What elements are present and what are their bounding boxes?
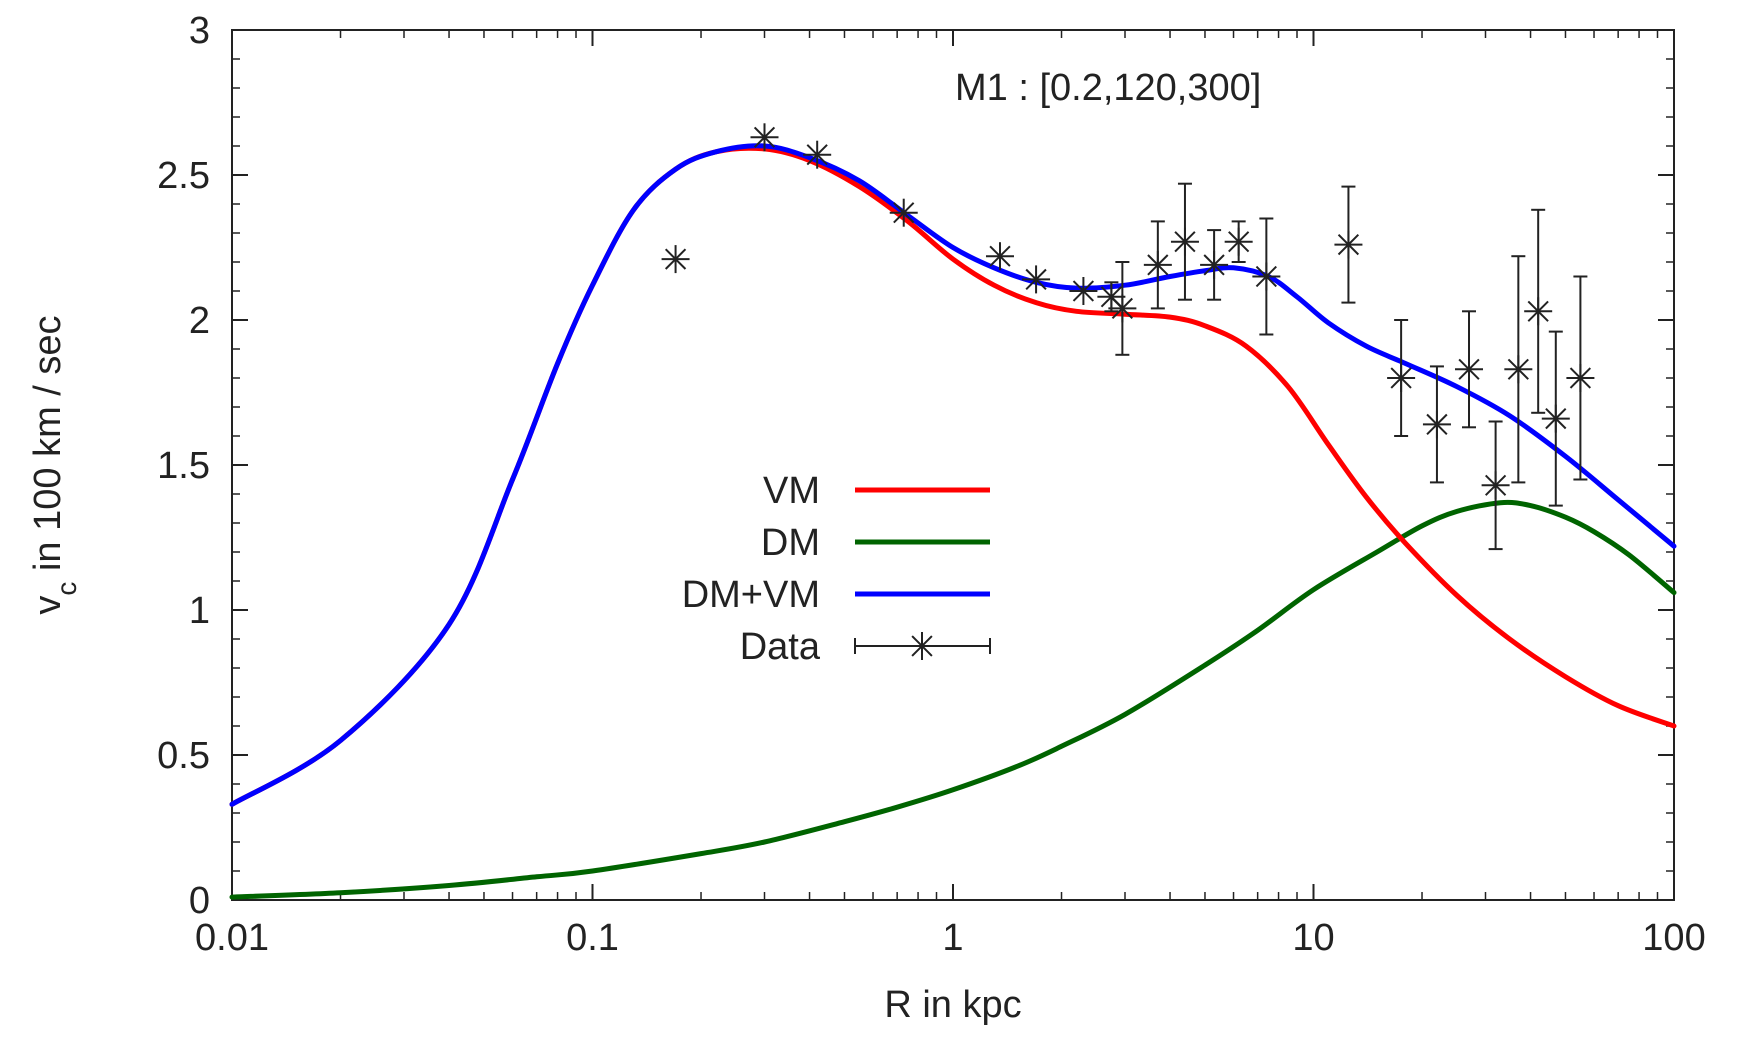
data-point [1481, 420, 1510, 551]
plot-frame [231, 29, 1675, 901]
y-axis-label: vc in 100 km / sec [27, 315, 82, 614]
y-axis-label-sub: c [51, 582, 82, 596]
legend: VM DM DM+VM Data [682, 470, 991, 668]
data-point [1143, 220, 1172, 310]
data-marker-stroke [1025, 268, 1047, 291]
y-axis-label-rest: in 100 km / sec [27, 315, 69, 581]
data-point [1108, 261, 1137, 356]
data-point [1200, 229, 1229, 301]
data-marker-stroke [1228, 231, 1250, 253]
data-marker-stroke [1147, 254, 1169, 276]
legend-entry-vm: VM [763, 470, 990, 512]
model-annotation: M1 : [0.2,120,300] [955, 67, 1261, 109]
x-tick-label: 100 [1642, 917, 1705, 959]
data-marker-stroke [1390, 367, 1412, 389]
data-point [1422, 365, 1451, 484]
y-tick-label: 1.5 [157, 445, 210, 487]
y-tick-label: 2 [189, 300, 210, 342]
data-marker-stroke [1527, 300, 1549, 322]
data-marker-stroke [806, 144, 828, 166]
data-point [750, 123, 779, 152]
data-marker-stroke [1426, 413, 1448, 436]
data-marker-stroke [1072, 280, 1095, 302]
model-curves [229, 143, 1677, 900]
data-point [1524, 208, 1553, 414]
x-axis-label: R in kpc [884, 984, 1021, 1026]
legend-entry-dm-vm: DM+VM [682, 574, 990, 616]
axis-ticks [231, 29, 1675, 901]
data-point [1566, 275, 1595, 481]
data-point [1224, 220, 1253, 263]
legend-label: VM [763, 470, 820, 512]
data-marker-stroke [1484, 474, 1507, 496]
y-tick-label: 1 [189, 590, 210, 632]
data-marker-stroke [1507, 358, 1529, 380]
y-tick-label: 0.5 [157, 735, 210, 777]
x-tick-label: 0.1 [566, 917, 619, 959]
series-line-dm [229, 499, 1677, 900]
data-marker-stroke [989, 245, 1011, 267]
data-marker-stroke [911, 635, 933, 657]
data-point [889, 198, 918, 227]
data-marker-stroke [1458, 358, 1480, 380]
x-tick-label: 10 [1292, 917, 1334, 959]
y-tick-label: 2.5 [157, 155, 210, 197]
data-marker-stroke [1255, 265, 1277, 288]
legend-entry-dm: DM [761, 522, 990, 564]
legend-label: DM+VM [682, 574, 820, 616]
data-marker-stroke [1100, 286, 1122, 308]
data-point [1252, 217, 1281, 336]
legend-label: Data [740, 626, 821, 668]
x-tick-label: 1 [942, 917, 963, 959]
data-point [1170, 182, 1199, 301]
y-tick-label: 0 [189, 880, 210, 922]
data-marker-stroke [893, 202, 915, 224]
data-marker-stroke [1569, 367, 1592, 389]
axis-tick-labels: 0.01 0.1 1 10 100 0 0.5 1 1.5 2 2.5 3 [157, 10, 1706, 959]
x-tick-label: 0.01 [195, 917, 269, 959]
data-marker-stroke [1203, 254, 1225, 276]
data-marker-stroke [664, 248, 687, 270]
legend-entry-data: Data [740, 626, 991, 668]
data-point [661, 245, 690, 274]
data-point [1022, 265, 1051, 294]
data-point [985, 242, 1014, 271]
data-point [803, 140, 832, 169]
data-point [1504, 255, 1533, 484]
data-point [1334, 185, 1363, 304]
series-line-dm-vm [229, 143, 1677, 807]
y-axis-label-main: v [27, 596, 69, 615]
data-point [1387, 319, 1416, 437]
data-point [1541, 330, 1570, 507]
data-points [661, 123, 1595, 551]
data-marker-stroke [1337, 233, 1360, 256]
y-tick-label: 3 [189, 10, 210, 52]
data-marker-stroke [753, 126, 776, 148]
legend-label: DM [761, 522, 820, 564]
data-marker-stroke [1545, 407, 1567, 430]
data-marker-stroke [1111, 297, 1133, 320]
data-point [1069, 277, 1098, 305]
data-marker-stroke [1174, 231, 1196, 253]
data-point [1455, 310, 1484, 429]
